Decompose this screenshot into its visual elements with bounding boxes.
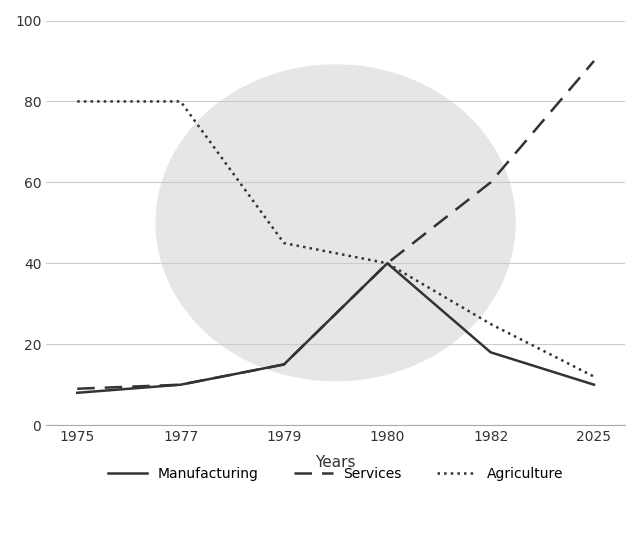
Legend: Manufacturing, Services, Agriculture: Manufacturing, Services, Agriculture [102,462,569,487]
X-axis label: Years: Years [316,455,356,470]
Ellipse shape [156,65,515,380]
